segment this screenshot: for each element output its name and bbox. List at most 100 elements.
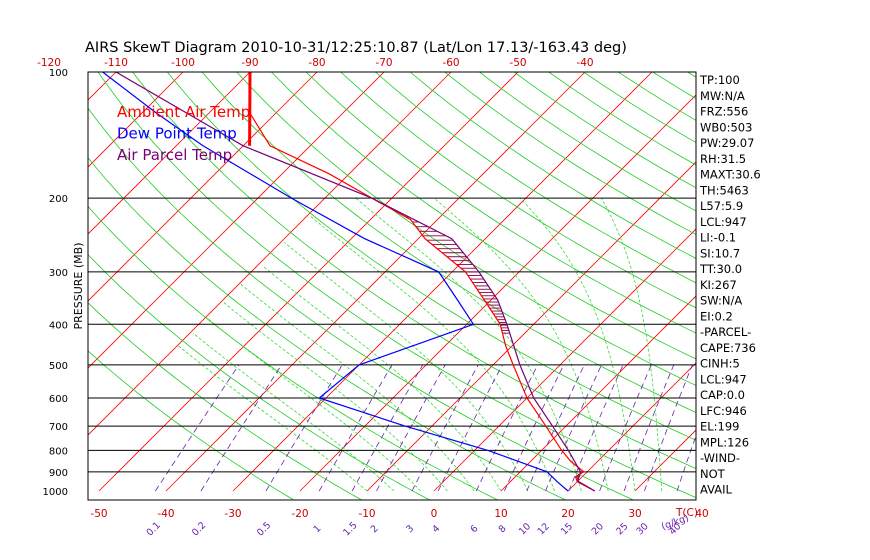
- index-label: EL:199: [700, 420, 740, 434]
- isotherm-line: [567, 362, 696, 492]
- index-label: TH:5463: [699, 183, 749, 197]
- index-label: LCL:947: [700, 215, 747, 229]
- mixing-ratio-label: 15: [559, 521, 575, 537]
- dry-adiabat-line: [792, 72, 870, 500]
- index-label: EI:0.2: [700, 309, 733, 323]
- index-label: CAPE:736: [700, 341, 756, 355]
- pressure-tick-label: 200: [49, 194, 68, 205]
- moist-adiabat-line: [223, 302, 448, 492]
- bottom-temp-tick-label: 20: [561, 508, 574, 520]
- dry-adiabat-line: [201, 72, 696, 413]
- isotherm-line: [433, 228, 696, 492]
- dry-adiabat-line: [236, 72, 696, 386]
- bottom-temp-tick-label: 40: [695, 508, 708, 520]
- top-temp-tick-label: -120: [37, 57, 61, 69]
- dry-adiabat-line: [271, 72, 696, 360]
- legend-entry: Dew Point Temp: [117, 125, 237, 143]
- isotherm-line: [98, 72, 519, 492]
- index-label: CINH:5: [700, 357, 740, 371]
- dry-adiabat-line: [757, 72, 870, 500]
- index-label: TT:30.0: [699, 262, 742, 276]
- dry-adiabat-line: [375, 72, 696, 284]
- top-temp-tick-label: -100: [171, 57, 195, 69]
- index-label: -PARCEL-: [700, 325, 751, 339]
- isotherm-line: [88, 72, 251, 235]
- pressure-tick-label: 500: [49, 361, 68, 372]
- mixing-ratio-label: 12: [536, 521, 552, 537]
- pressure-tick-label: 600: [49, 394, 68, 405]
- pressure-tick-label: 800: [49, 446, 68, 457]
- chart-title: AIRS SkewT Diagram 2010-10-31/12:25:10.8…: [85, 40, 627, 56]
- isotherm-line: [769, 72, 870, 491]
- moist-adiabat-line: [262, 265, 502, 492]
- moist-adiabat-line: [600, 197, 663, 492]
- index-label: -WIND-: [700, 451, 740, 465]
- bottom-temp-tick-label: -40: [157, 508, 174, 520]
- moist-adiabat-line: [355, 197, 582, 492]
- mixing-ratio-label: 3: [404, 523, 416, 535]
- moist-adiabat-line: [192, 332, 395, 492]
- moist-adiabat-line: [284, 241, 529, 492]
- mixing-ratio-line: [623, 364, 675, 492]
- isotherm-line: [88, 72, 452, 436]
- legend-entry: Air Parcel Temp: [117, 146, 232, 164]
- dry-adiabat-line: [132, 72, 696, 469]
- dry-adiabat-line: [409, 72, 696, 259]
- index-label: WB0:503: [700, 120, 752, 134]
- index-label: PW:29.07: [700, 136, 754, 150]
- mixing-ratio-label: 2: [369, 523, 381, 535]
- index-label: MPL:126: [700, 435, 749, 449]
- dry-adiabat-line: [88, 254, 430, 500]
- mixing-ratio-label: 30: [634, 521, 650, 537]
- index-label: LFC:946: [700, 404, 747, 418]
- isotherm-line: [366, 161, 696, 492]
- dry-adiabat-line: [88, 350, 294, 500]
- isotherm-line: [299, 94, 696, 492]
- moist-adiabat-line: [239, 283, 475, 492]
- isotherm-line: [836, 72, 870, 491]
- dew-point-templine-line: [102, 72, 569, 492]
- mixing-ratio-line: [155, 364, 240, 492]
- mixing-ratio-line: [376, 364, 446, 492]
- legend-entry: Ambient Air Temp: [117, 103, 250, 121]
- dry-adiabat-line: [340, 72, 696, 309]
- bottom-temp-tick-label: -50: [90, 508, 107, 520]
- isotherm-line: [88, 72, 385, 369]
- isotherm-line: [165, 72, 586, 492]
- mixing-ratio-label: 0.2: [190, 520, 208, 538]
- top-temp-tick-label: -70: [375, 57, 392, 69]
- bottom-temp-tick-label: 10: [494, 508, 507, 520]
- index-label: TP:100: [699, 73, 740, 87]
- mixing-ratio-line: [318, 364, 393, 492]
- index-label: LCL:947: [700, 372, 747, 386]
- bottom-temp-tick-label: 30: [628, 508, 641, 520]
- index-label: AVAIL: [700, 483, 733, 497]
- moist-adiabat-line: [309, 215, 555, 492]
- mixing-ratio-label: 8: [497, 523, 509, 535]
- cape-hatching: [378, 201, 592, 490]
- mixing-ratio-line: [351, 364, 424, 492]
- top-temp-tick-label: -60: [442, 57, 459, 69]
- bottom-temp-tick-label: -20: [291, 508, 308, 520]
- index-label: MAXT:30.6: [700, 168, 761, 182]
- moist-adiabat-line: [177, 345, 368, 492]
- index-label: SI:10.7: [700, 246, 740, 260]
- index-label: RH:31.5: [700, 152, 746, 166]
- dry-adiabat-line: [88, 205, 498, 500]
- plot-frame: [87, 71, 697, 501]
- moist-adiabat-line: [519, 197, 636, 492]
- top-temp-tick-label: -80: [308, 57, 325, 69]
- pressure-tick-label: 700: [49, 422, 68, 433]
- bottom-temp-tick-label: -10: [358, 508, 375, 520]
- profile-lines: [102, 72, 596, 492]
- mixing-ratio-line: [411, 364, 479, 492]
- pressure-tick-label: 900: [49, 468, 68, 479]
- index-label: SW:N/A: [700, 294, 742, 308]
- dry-adiabat-line: [513, 72, 696, 189]
- mixing-ratio-line: [200, 364, 282, 492]
- temp-unit-label: T(C): [675, 507, 698, 519]
- dry-adiabat-line: [88, 302, 362, 500]
- pressure-tick-label: 300: [49, 268, 68, 279]
